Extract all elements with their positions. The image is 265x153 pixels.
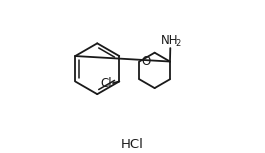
Text: HCl: HCl (121, 138, 144, 151)
Text: Cl: Cl (100, 77, 112, 90)
Text: 2: 2 (175, 39, 180, 48)
Text: O: O (141, 55, 151, 68)
Text: NH: NH (161, 34, 179, 47)
